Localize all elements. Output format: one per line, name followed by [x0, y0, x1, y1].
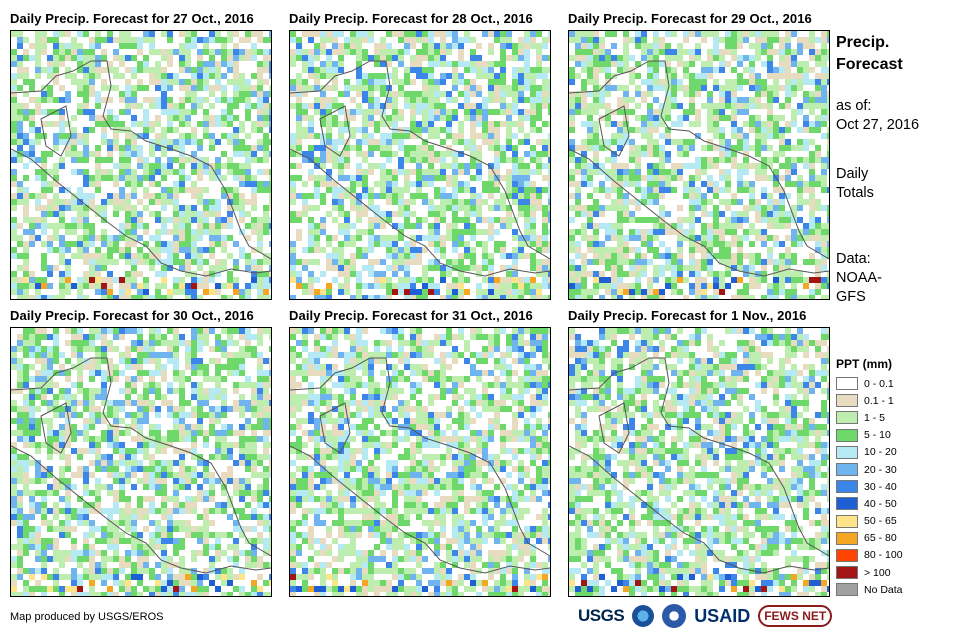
precip-map-image: [569, 31, 829, 299]
fews-net-logo: FEWS NET: [758, 605, 833, 627]
panel-title-1: Daily Precip. Forecast for 27 Oct., 2016: [10, 11, 254, 26]
precip-map-image: [290, 31, 550, 299]
data-label: Data:: [836, 251, 871, 267]
credit-text: Map produced by USGS/EROS: [10, 611, 164, 623]
data-source-block: Data: NOAA- GFS: [836, 250, 882, 307]
legend-label: 20 - 30: [864, 463, 897, 476]
legend-swatch: [836, 445, 858, 459]
legend-swatch: [836, 548, 858, 562]
legend-swatch: [836, 531, 858, 545]
legend-item: 50 - 65: [836, 513, 903, 530]
totals-line2: Totals: [836, 185, 874, 201]
legend-item: 10 - 20: [836, 444, 903, 461]
panel-title-3: Daily Precip. Forecast for 29 Oct., 2016: [568, 11, 812, 26]
legend-swatch: [836, 463, 858, 477]
nasa-logo-icon: [662, 604, 687, 628]
as-of-label: as of:: [836, 98, 872, 114]
totals-block: Daily Totals: [836, 165, 874, 203]
legend-label: > 100: [864, 566, 891, 579]
legend-item: 5 - 10: [836, 427, 903, 444]
legend-label: 0.1 - 1: [864, 394, 894, 407]
side-title: Precip. Forecast: [836, 32, 903, 76]
forecast-map-1: [10, 30, 272, 300]
usaid-logo: USAID: [694, 605, 751, 626]
legend-swatch: [836, 514, 858, 528]
forecast-map-4: [10, 327, 272, 597]
legend-item: 20 - 30: [836, 461, 903, 478]
legend-item: 40 - 50: [836, 495, 903, 512]
legend-label: 80 - 100: [864, 549, 903, 562]
legend-label: No Data: [864, 583, 903, 596]
legend-swatch: [836, 566, 858, 580]
usgs-logo: USGS: [578, 606, 625, 625]
as-of-block: as of: Oct 27, 2016: [836, 97, 919, 135]
legend-item: 0 - 0.1: [836, 375, 903, 392]
panel-title-6: Daily Precip. Forecast for 1 Nov., 2016: [568, 308, 807, 323]
legend-label: 30 - 40: [864, 480, 897, 493]
panel-title-5: Daily Precip. Forecast for 31 Oct., 2016: [289, 308, 533, 323]
legend-item: 80 - 100: [836, 547, 903, 564]
legend-rows: 0 - 0.1 0.1 - 1 1 - 5 5 - 10 10 - 20 20 - 30 3…: [836, 375, 903, 598]
panel-title-2: Daily Precip. Forecast for 28 Oct., 2016: [289, 11, 533, 26]
legend-label: 40 - 50: [864, 497, 897, 510]
legend-label: 65 - 80: [864, 532, 897, 545]
legend-label: 10 - 20: [864, 446, 897, 459]
precip-map-image: [11, 31, 271, 299]
legend-swatch: [836, 428, 858, 442]
legend-swatch: [836, 497, 858, 511]
legend-label: 1 - 5: [864, 411, 886, 424]
legend-item: No Data: [836, 581, 903, 598]
noaa-logo-icon: [632, 605, 655, 627]
legend-swatch: [836, 377, 858, 391]
legend-item: > 100: [836, 564, 903, 581]
legend-item: 30 - 40: [836, 478, 903, 495]
side-title-line2: Forecast: [836, 56, 903, 73]
precip-map-image: [569, 328, 829, 596]
legend-label: 5 - 10: [864, 429, 891, 442]
legend-item: 0.1 - 1: [836, 392, 903, 409]
precip-map-image: [290, 328, 550, 596]
legend-item: 65 - 80: [836, 530, 903, 547]
totals-line1: Daily: [836, 166, 869, 182]
forecast-map-6: [568, 327, 830, 597]
data-line2: GFS: [836, 289, 866, 305]
legend-swatch: [836, 411, 858, 425]
precip-map-image: [11, 328, 271, 596]
forecast-map-2: [289, 30, 551, 300]
legend-item: 1 - 5: [836, 409, 903, 426]
data-line1: NOAA-: [836, 270, 882, 286]
panel-title-4: Daily Precip. Forecast for 30 Oct., 2016: [10, 308, 254, 323]
legend-swatch: [836, 583, 858, 597]
forecast-map-3: [568, 30, 830, 300]
legend-label: 0 - 0.1: [864, 377, 894, 390]
legend-title: PPT (mm): [836, 357, 893, 371]
legend: PPT (mm) 0 - 0.1 0.1 - 1 1 - 5 5 - 10 10 - 2…: [836, 357, 903, 598]
legend-swatch: [836, 394, 858, 408]
forecast-map-5: [289, 327, 551, 597]
legend-swatch: [836, 480, 858, 494]
as-of-date: Oct 27, 2016: [836, 117, 920, 133]
legend-label: 50 - 65: [864, 515, 897, 528]
logo-strip: USGS USAID FEWS NET: [578, 601, 833, 631]
side-title-line1: Precip.: [836, 34, 890, 51]
